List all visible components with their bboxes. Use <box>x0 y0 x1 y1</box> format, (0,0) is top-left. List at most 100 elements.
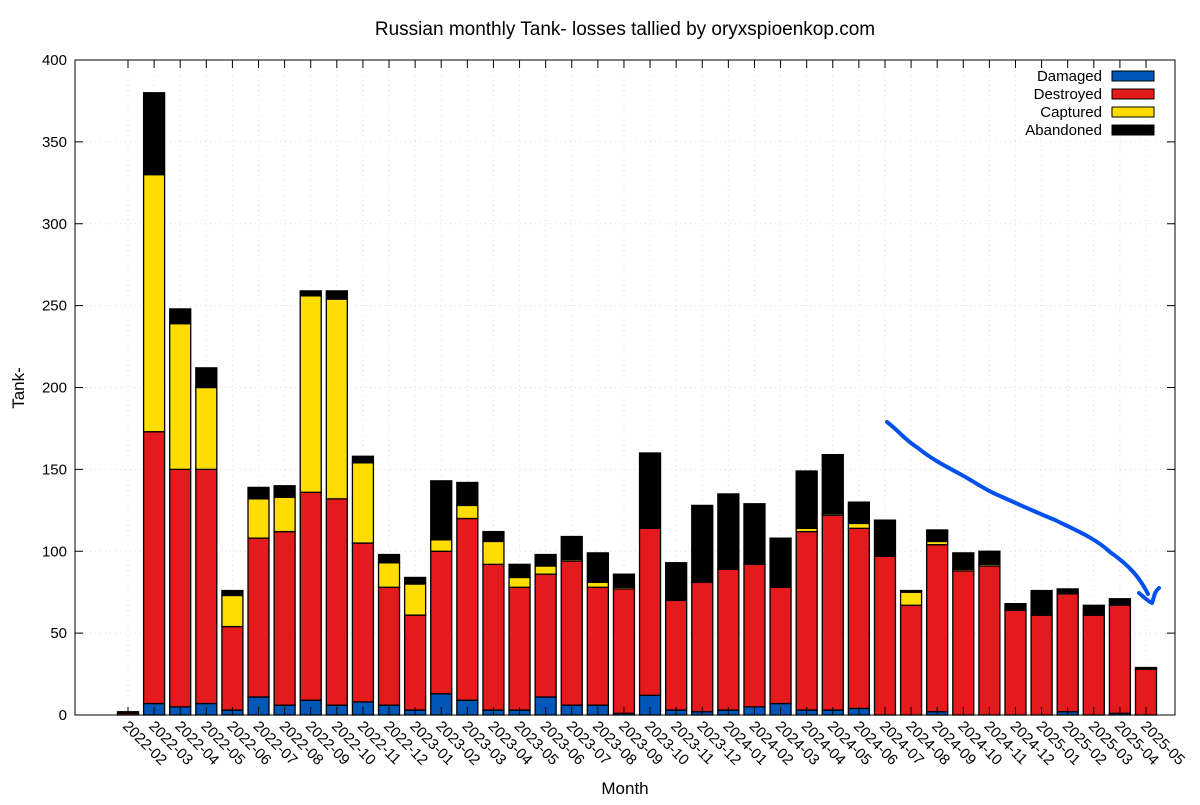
y-tick-label: 100 <box>42 543 67 560</box>
bar-segment-abandoned <box>769 537 792 588</box>
bar-segment-abandoned <box>508 563 531 579</box>
y-axis: 0 50 100 150 200 250 300 350 400 <box>42 52 1175 724</box>
bar-segment-captured <box>534 565 557 575</box>
bar-segment-captured <box>377 562 401 588</box>
bar-segment-captured <box>456 504 479 520</box>
x-axis-label: Month <box>601 779 648 798</box>
bar-segment-abandoned <box>1030 589 1053 616</box>
y-tick-label: 50 <box>50 625 67 642</box>
bar-segment-abandoned <box>847 501 871 525</box>
bar-segment-destroyed <box>325 498 348 706</box>
bar-segment-destroyed <box>195 468 218 705</box>
bar-segment-destroyed <box>926 544 949 713</box>
bar-segment-captured <box>403 583 427 616</box>
bar-segment-abandoned <box>430 480 453 541</box>
bar-segment-abandoned <box>1134 666 1158 670</box>
bar-segment-abandoned <box>978 550 1001 566</box>
bar-segment-destroyed <box>403 614 427 711</box>
bar-segment-destroyed <box>978 565 1001 716</box>
annotation-arrow-icon <box>885 420 1161 605</box>
bar-segment-destroyed <box>273 530 296 706</box>
bar-segment-captured <box>195 386 218 471</box>
bar-segment-captured <box>247 498 270 539</box>
bar-segment-destroyed <box>1082 614 1105 716</box>
y-axis-label: Tank- <box>9 367 28 409</box>
bar-segment-abandoned <box>1108 598 1132 606</box>
bar-segment-abandoned <box>665 562 688 602</box>
bar-segment-abandoned <box>743 503 766 566</box>
bar-segment-destroyed <box>508 586 531 711</box>
bar-segment-abandoned <box>795 470 818 529</box>
bar-segment-abandoned <box>351 455 375 464</box>
y-tick-label: 350 <box>42 134 67 151</box>
bar-segment-destroyed <box>717 568 740 711</box>
bar-segment-abandoned <box>899 589 923 593</box>
bar-segment-destroyed <box>142 431 166 705</box>
bar-segment-abandoned <box>299 290 322 297</box>
bar-segment-captured <box>482 540 505 565</box>
bar-segment-abandoned <box>586 552 609 584</box>
chart-title: Russian monthly Tank- losses tallied by … <box>375 19 875 40</box>
bar-segment-destroyed <box>873 555 897 716</box>
bar-segment-abandoned <box>169 308 192 325</box>
y-tick-label: 250 <box>42 298 67 315</box>
bar-segment-abandoned <box>638 452 662 529</box>
bar-segment-abandoned <box>1082 604 1105 616</box>
bar-segment-abandoned <box>403 576 427 585</box>
bar-segment-captured <box>586 581 609 588</box>
bar-segment-destroyed <box>430 550 453 695</box>
bar-segment-destroyed <box>821 514 844 711</box>
legend-label: Damaged <box>1037 68 1102 85</box>
bar-segment-destroyed <box>1030 614 1053 716</box>
bar-segment-captured <box>142 173 166 433</box>
bar-segment-destroyed <box>1056 593 1079 713</box>
bar-segment-abandoned <box>873 519 897 557</box>
bar-segment-abandoned <box>560 535 583 561</box>
bar-segment-captured <box>351 462 375 544</box>
bar-segment-captured <box>847 522 871 529</box>
legend-label: Captured <box>1040 104 1102 121</box>
bars <box>116 92 1158 716</box>
bar-segment-destroyed <box>665 599 688 711</box>
bar-segment-abandoned <box>273 485 296 498</box>
bar-segment-abandoned <box>821 453 844 515</box>
bar-segment-captured <box>169 322 192 471</box>
legend-swatch <box>1111 106 1155 118</box>
bar-segment-destroyed <box>560 560 583 706</box>
bar-segment-abandoned <box>456 481 479 507</box>
y-tick-label: 300 <box>42 216 67 233</box>
legend-swatch <box>1111 88 1155 100</box>
bar-segment-captured <box>508 576 531 588</box>
bar-segment-destroyed <box>169 468 192 708</box>
legend-swatch <box>1111 124 1155 136</box>
bar-segment-abandoned <box>142 92 166 176</box>
bar-segment-destroyed <box>795 530 818 711</box>
bar-segment-destroyed <box>247 537 270 698</box>
bar-segment-destroyed <box>299 491 322 701</box>
bar-segment-destroyed <box>456 517 479 701</box>
legend-swatch <box>1111 70 1155 82</box>
bar-segment-captured <box>221 594 244 628</box>
legend-label: Abandoned <box>1025 122 1102 139</box>
bar-segment-abandoned <box>612 573 636 588</box>
bar-segment-captured <box>273 496 296 533</box>
y-tick-label: 200 <box>42 380 67 397</box>
bar-segment-destroyed <box>743 563 766 708</box>
bar-segment-abandoned <box>691 504 714 584</box>
bar-segment-abandoned <box>952 552 975 570</box>
bar-segment-abandoned <box>221 589 244 597</box>
bar-segment-destroyed <box>534 573 557 698</box>
bar-segment-destroyed <box>769 586 792 705</box>
bar-segment-destroyed <box>351 542 375 703</box>
bar-segment-abandoned <box>247 486 270 500</box>
bar-segment-destroyed <box>638 527 662 697</box>
y-tick-label: 150 <box>42 461 67 478</box>
bar-segment-abandoned <box>482 530 505 543</box>
bar-segment-abandoned <box>534 553 557 567</box>
bar-segment-destroyed <box>612 588 636 715</box>
legend-label: Destroyed <box>1034 86 1102 103</box>
bar-segment-captured <box>299 295 322 493</box>
bar-segment-captured <box>325 298 348 500</box>
